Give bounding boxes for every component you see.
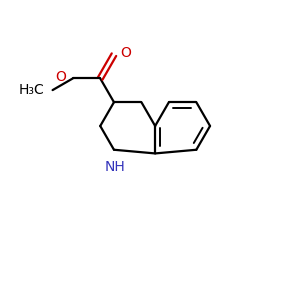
Text: H₃C: H₃C bbox=[19, 83, 45, 97]
Text: NH: NH bbox=[104, 160, 125, 174]
Text: O: O bbox=[120, 46, 131, 60]
Text: O: O bbox=[55, 70, 66, 84]
